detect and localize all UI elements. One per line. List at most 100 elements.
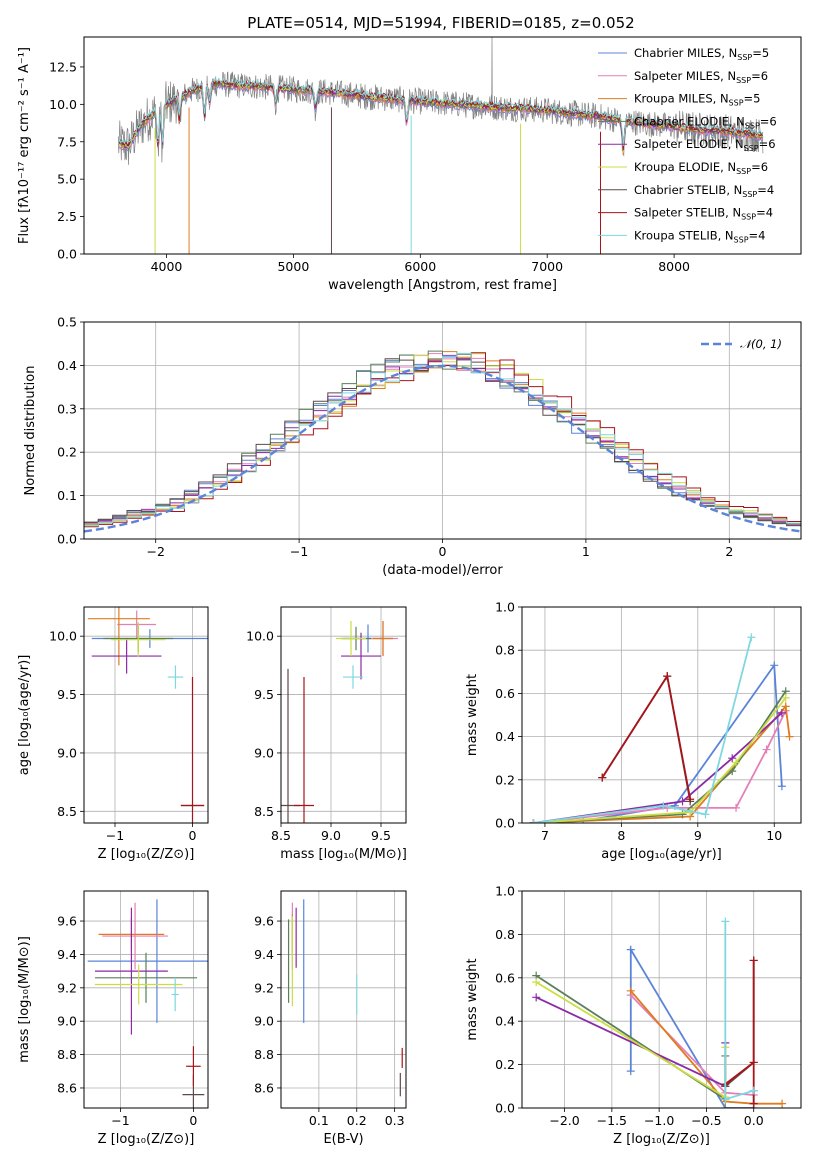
legend-suffix: =4 <box>756 206 773 220</box>
legend-entry: Chabrier ELODIE, NSSP=6 <box>634 114 777 130</box>
axes-residuals: −2 −1 0 1 2 0.0 0.1 0.2 0.3 0.4 0.5 (data-model)/er… <box>23 315 802 578</box>
x-axis-label: age [log₁₀(age/yr)] <box>601 847 722 862</box>
x-tick-label: −1 <box>290 544 308 559</box>
x-tick-label: 0.3 <box>385 1113 405 1128</box>
legend-suffix: =4 <box>757 183 774 197</box>
legend-subscript: SSP <box>737 53 752 62</box>
y-axis-label: mass weight <box>465 674 480 756</box>
weight-marker <box>529 819 538 823</box>
weight-marker <box>749 1058 758 1067</box>
y-tick-label: 9.0 <box>254 1014 274 1029</box>
legend-subscript: SSP <box>744 144 759 153</box>
legend-entry: Chabrier MILES, NSSP=5 <box>634 46 769 62</box>
axes-frame <box>83 890 209 1109</box>
y-axis-label: Normed distribution <box>23 366 38 496</box>
x-axis-label: mass [log₁₀(M/M⊙)] <box>280 847 407 862</box>
x-axis-label: Z [log₁₀(Z/Z⊙)] <box>98 847 195 862</box>
x-tick-label: 0 <box>439 544 447 559</box>
legend-suffix: =6 <box>751 69 768 83</box>
y-tick-label: 0.1 <box>57 488 77 503</box>
legend-label: Kroupa ELODIE, N <box>634 160 736 174</box>
axes-mass-weight-vs-age: 7 8 9 10 0.0 0.2 0.4 0.6 0.8 1.0 age [log₁₀(age/yr… <box>465 600 802 862</box>
y-axis-label: age [log₁₀(age/yr)] <box>17 655 32 776</box>
normal-curve <box>84 364 801 533</box>
axes-frame <box>521 890 802 1109</box>
axes-age-vs-Z: −1 0 8.5 9.0 9.5 10.0 Z [log₁₀(Z/Z⊙)] age [log₁… <box>17 606 209 862</box>
y-tick-label: 0.2 <box>495 772 515 787</box>
axes-frame <box>280 606 407 824</box>
y-tick-label: 0.8 <box>495 927 515 942</box>
x-tick-label: 8000 <box>658 259 690 274</box>
weight-marker <box>626 1067 635 1076</box>
error-bar-point-9 <box>167 665 184 689</box>
y-tick-label: 8.6 <box>254 1080 274 1095</box>
weight-marker <box>686 795 695 804</box>
x-axis-label: E(B-V) <box>323 1132 363 1147</box>
legend-subscript: SSP <box>729 99 744 108</box>
x-tick-label: 1 <box>582 544 590 559</box>
legend-label: Salpeter STELIB, N <box>634 206 741 220</box>
weight-marker <box>626 986 635 995</box>
error-bar-point-8 <box>186 1046 201 1087</box>
error-bar-point-6 <box>336 621 366 657</box>
legend-suffix: =5 <box>752 46 769 60</box>
legend-entry: Salpeter ELODIE, NSSP=6 <box>634 137 776 153</box>
y-tick-label: 12.5 <box>49 59 77 74</box>
legend-suffix: =6 <box>760 114 777 128</box>
weight-marker <box>778 1099 787 1108</box>
axes-spectrum: 4000 5000 6000 7000 8000 0.0 2.5 5.0 7.5 10.0 12.5… <box>17 36 802 293</box>
axes-mass-weight-vs-Z: −2.0 −1.5 −1.0 −0.5 0.0 0.0 0.2 0.4 0.6 0.8 1.0 Z [… <box>465 884 802 1147</box>
y-tick-label: 8.5 <box>254 804 274 819</box>
error-bar-point-6 <box>94 964 183 1005</box>
plot-area-mass-vs-Z <box>84 891 208 1108</box>
legend-entry: Kroupa ELODIE, NSSP=6 <box>634 160 768 176</box>
weight-marker <box>770 661 779 670</box>
x-tick-label: 0 <box>189 828 197 843</box>
figure-title: PLATE=0514, MJD=51994, FIBERID=0185, z=0… <box>247 14 634 32</box>
y-axis-label: mass weight <box>465 958 480 1040</box>
axes-frame <box>83 36 802 255</box>
x-tick-label: −1.0 <box>644 1113 674 1128</box>
weight-line-1 <box>629 946 755 1108</box>
weight-marker <box>659 801 668 810</box>
weight-line-8 <box>601 673 692 800</box>
legend-label: Kroupa MILES, N <box>634 92 729 106</box>
y-tick-label: 8.6 <box>57 1080 77 1095</box>
x-axis-label: Z [log₁₀(Z/Z⊙)] <box>98 1132 195 1147</box>
error-bar-point-2 <box>117 610 157 639</box>
x-tick-label: 9 <box>694 828 702 843</box>
y-tick-label: 0.0 <box>57 532 77 547</box>
legend-entry: Salpeter STELIB, NSSP=4 <box>634 206 773 222</box>
plot-area-residuals <box>84 322 801 539</box>
weight-marker <box>532 978 541 987</box>
weight-marker <box>701 810 710 819</box>
weight-marker <box>532 993 541 1002</box>
weight-marker <box>732 803 741 812</box>
error-bar-point-1 <box>87 899 208 1023</box>
x-tick-label: −1.5 <box>597 1113 627 1128</box>
legend-label: Kroupa STELIB, N <box>634 228 734 242</box>
model-spectrum-9 <box>117 77 764 147</box>
y-tick-label: 8.8 <box>254 1047 274 1062</box>
plot-area-age-vs-mass <box>281 607 406 823</box>
y-axis-label: Flux [fλ10⁻¹⁷ erg cm⁻² s⁻¹ A⁻¹] <box>17 47 32 244</box>
x-tick-label: 0 <box>189 1113 197 1128</box>
weight-marker <box>749 1099 758 1108</box>
x-axis-label: wavelength [Angstrom, rest frame] <box>328 278 557 293</box>
y-tick-label: 9.2 <box>57 980 77 995</box>
plot-layer: 4000 5000 6000 7000 80000.02.55.07.510.012.5… <box>17 36 802 1147</box>
axes-frame <box>521 606 802 824</box>
y-tick-label: 0.4 <box>495 1014 515 1029</box>
error-bar-point-3 <box>373 621 393 657</box>
model-spectrum-1 <box>117 82 764 155</box>
x-tick-label: −2 <box>146 544 164 559</box>
error-bar-point-6 <box>111 622 166 658</box>
legend-entry: Chabrier STELIB, NSSP=4 <box>634 183 774 199</box>
legend-label: Chabrier MILES, N <box>634 46 737 60</box>
error-bar-point-2 <box>102 902 168 970</box>
weight-marker <box>728 754 737 763</box>
weight-line-1 <box>533 662 783 823</box>
x-axis-label: Z [log₁₀(Z/Z⊙)] <box>613 1132 710 1147</box>
emission-line <box>491 37 493 105</box>
x-tick-label: 6000 <box>404 259 436 274</box>
